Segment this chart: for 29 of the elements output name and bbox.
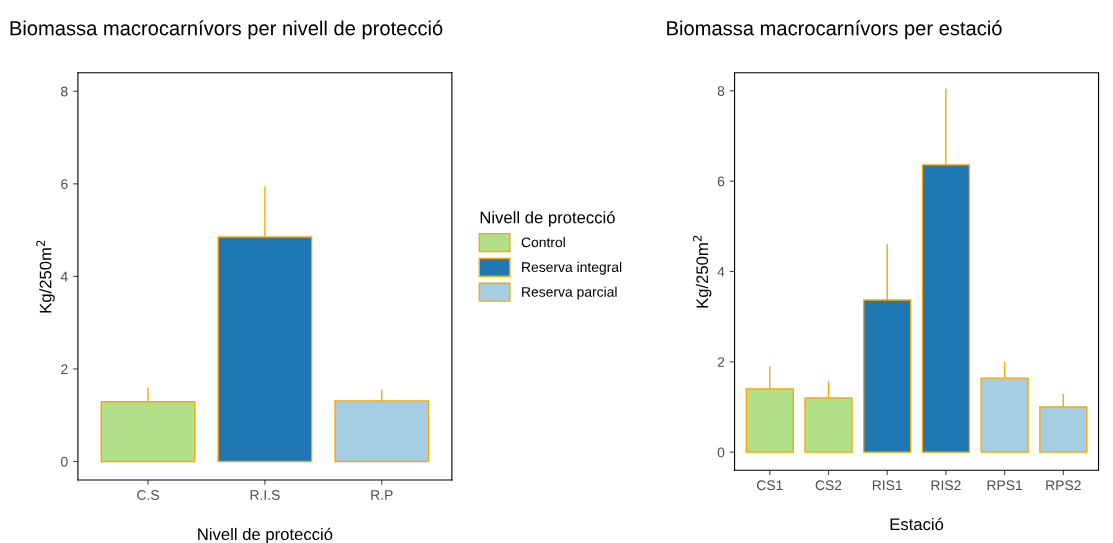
y-tick-label: 2 bbox=[61, 364, 68, 374]
x-tick-label: R.I.S bbox=[250, 490, 280, 500]
chart-title: Biomassa macrocarnívors per estació bbox=[667, 20, 1002, 40]
legend-title: Nivell de protecció bbox=[480, 210, 615, 227]
y-tick-label: 4 bbox=[60, 271, 68, 282]
y-tick-label: 4 bbox=[717, 266, 725, 277]
x-tick-label: RIS2 bbox=[931, 480, 961, 491]
legend-label: Reserva parcial bbox=[522, 286, 617, 300]
x-tick-label: R.P bbox=[371, 490, 393, 500]
x-tick-label: RIS1 bbox=[872, 480, 902, 491]
x-axis-title: Nivell de protecció bbox=[198, 527, 333, 543]
y-tick-label: 0 bbox=[61, 456, 68, 467]
x-tick-label: CS1 bbox=[757, 480, 783, 491]
y-axis-title: Kg/250m$^{2}$ bbox=[692, 235, 712, 308]
x-axis-title: Estació bbox=[890, 517, 944, 531]
y-axis-title: Kg/250m$^{2}$ bbox=[36, 240, 55, 313]
y-tick-label: 8 bbox=[61, 86, 68, 97]
y-tick-label: 6 bbox=[61, 179, 68, 189]
y-tick-label: 0 bbox=[717, 447, 725, 458]
x-tick-label: CS2 bbox=[815, 480, 842, 491]
legend-label: Reserva integral bbox=[522, 261, 622, 275]
y-tick-label: 8 bbox=[717, 86, 725, 96]
legend-label: Control bbox=[521, 237, 565, 248]
x-tick-label: RPS2 bbox=[1046, 480, 1081, 491]
x-tick-label: RPS1 bbox=[987, 480, 1023, 491]
chart-title: Biomassa macrocarnívors per nivell de protecció bbox=[10, 20, 443, 40]
x-tick-label: C.S bbox=[137, 490, 159, 500]
y-tick-label: 6 bbox=[717, 176, 725, 187]
y-tick-label: 2 bbox=[717, 357, 725, 367]
